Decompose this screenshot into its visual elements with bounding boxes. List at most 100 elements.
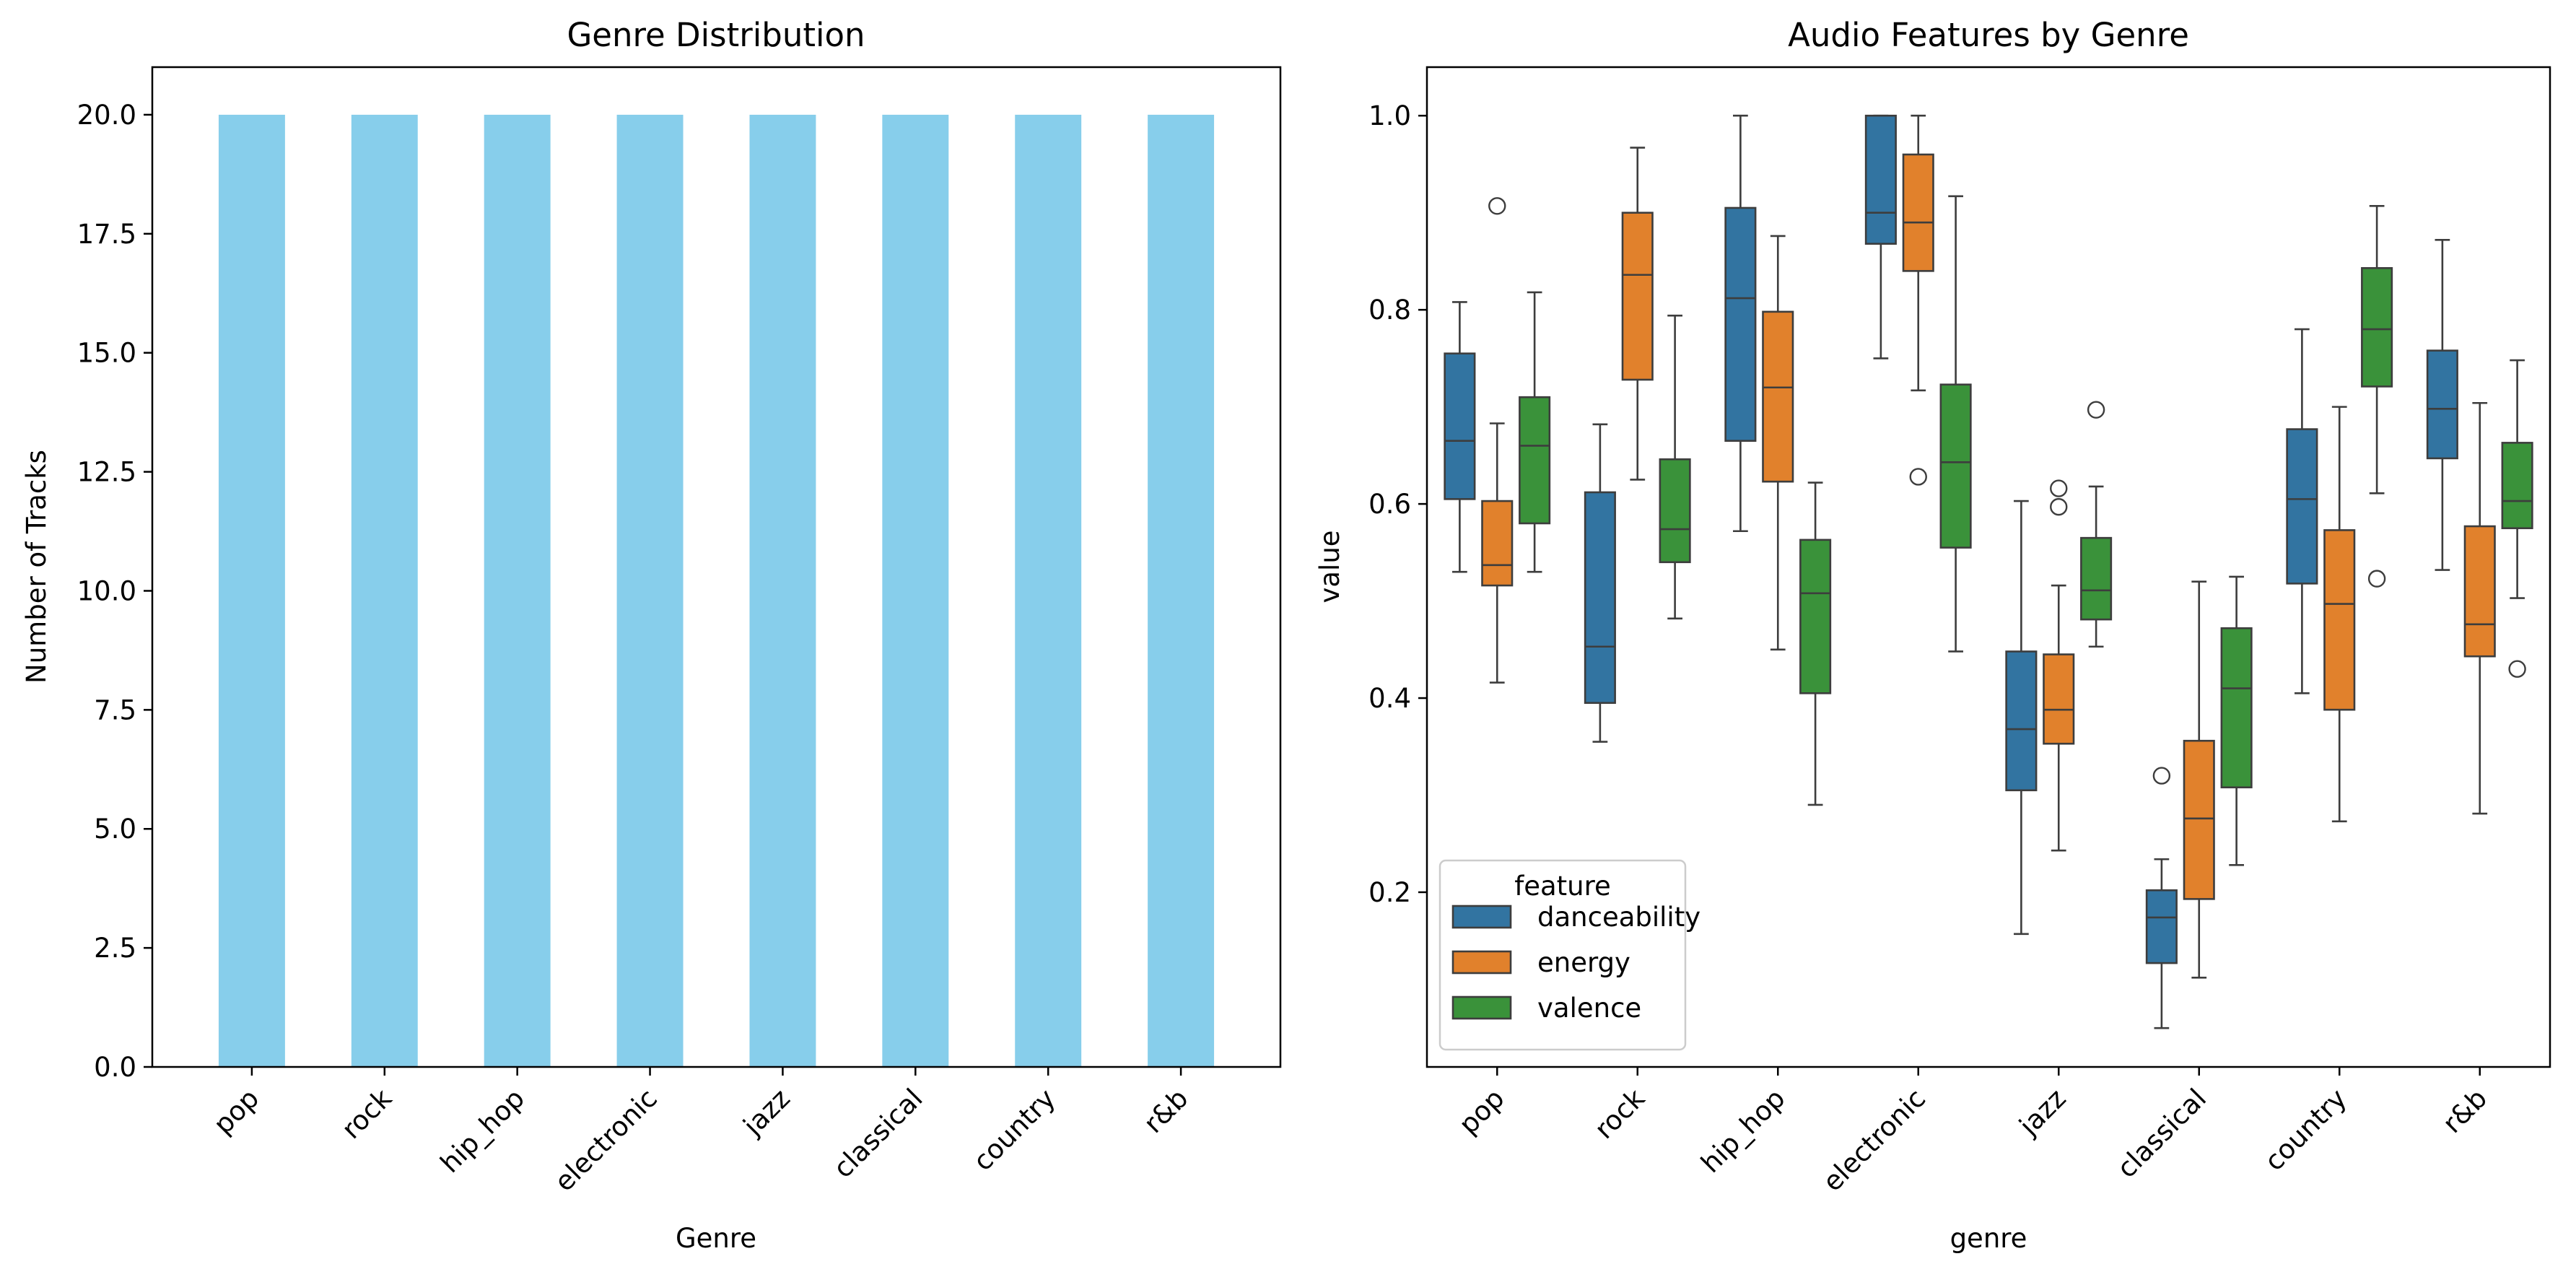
box-iqr	[2043, 653, 2075, 745]
box-iqr	[2323, 529, 2356, 711]
audio-features-title: Audio Features by Genre	[1788, 16, 2189, 54]
box-r-b-energy	[2463, 401, 2496, 815]
box-iqr	[1444, 352, 1476, 500]
box-electronic-danceability	[1864, 114, 1897, 359]
box-iqr	[2501, 442, 2533, 530]
box-pop-danceability	[1444, 301, 1476, 573]
bar-electronic	[616, 114, 684, 1067]
legend-swatch-valence	[1451, 995, 1512, 1020]
box-country-energy	[2323, 406, 2356, 823]
box-hip-hop-danceability	[1724, 114, 1757, 533]
audio-features-x-ticks: pop rock hip_hop electronic jazz classical cou…	[1453, 1067, 2493, 1198]
audio-features-plot-frame	[1425, 66, 2551, 1068]
box-electronic-valence	[1939, 195, 1972, 653]
box-iqr	[1902, 153, 1934, 272]
x-tick-label: pop	[208, 1083, 266, 1141]
legend-label-valence: valence	[1537, 993, 1641, 1024]
genre-distribution-plot-frame	[151, 66, 1282, 1068]
box-country-danceability	[2286, 328, 2318, 694]
box-iqr	[2220, 627, 2253, 789]
x-tick-label: classical	[2111, 1083, 2212, 1184]
y-tick-label: 1.0	[1368, 100, 1411, 131]
x-tick-label: hip_hop	[1695, 1083, 1791, 1179]
audio-features-y-axis-label: value	[1314, 530, 1345, 603]
x-tick-label: hip_hop	[435, 1083, 531, 1179]
box-iqr	[2080, 536, 2113, 621]
x-tick-label: country	[967, 1083, 1061, 1177]
x-tick-label: electronic	[549, 1083, 663, 1198]
box-hip-hop-energy	[1762, 235, 1794, 651]
y-tick-label: 0.0	[94, 1052, 136, 1083]
box-iqr	[2183, 739, 2215, 900]
legend-items: danceability energy valence	[1451, 902, 1700, 1024]
box-electronic-energy	[1902, 114, 1934, 486]
y-tick-label: 0.2	[1368, 877, 1411, 908]
outlier-point	[2367, 570, 2386, 588]
bar-pop	[218, 114, 285, 1067]
legend-swatch-danceability	[1451, 905, 1512, 929]
box-iqr	[1584, 491, 1616, 705]
legend-title: feature	[1514, 871, 1611, 902]
box-r-b-danceability	[2426, 239, 2458, 571]
outlier-point	[2152, 767, 2171, 785]
box-classical-danceability	[2145, 767, 2178, 1029]
box-classical-energy	[2183, 580, 2215, 979]
legend-label-energy: energy	[1537, 947, 1630, 978]
genre-distribution-chart: Genre Distribution 0.0 2.5 5.0 7.5 10.0 12.5 1…	[21, 16, 1282, 1254]
genre-distribution-title: Genre Distribution	[567, 16, 865, 54]
y-tick-label: 5.0	[94, 814, 136, 845]
y-tick-label: 0.8	[1368, 295, 1411, 326]
box-iqr	[1481, 500, 1514, 587]
y-tick-label: 15.0	[77, 338, 136, 369]
audio-features-boxes	[1444, 114, 2533, 1029]
outlier-point	[2050, 497, 2068, 516]
genre-distribution-bars	[218, 114, 1215, 1067]
legend-swatch-energy	[1451, 950, 1512, 975]
y-tick-label: 20.0	[77, 100, 136, 131]
genre-distribution-x-ticks: pop rock hip_hop electronic jazz classical cou…	[208, 1067, 1194, 1198]
box-iqr	[2463, 525, 2496, 658]
box-rock-danceability	[1584, 423, 1616, 743]
box-iqr	[2361, 267, 2393, 388]
box-iqr	[1762, 310, 1794, 483]
box-iqr	[2286, 428, 2318, 585]
y-tick-label: 17.5	[77, 219, 136, 250]
box-classical-valence	[2220, 575, 2253, 866]
bar-country	[1015, 114, 1082, 1067]
y-tick-label: 0.6	[1368, 489, 1411, 520]
box-iqr	[2145, 889, 2178, 964]
box-iqr	[1519, 396, 1551, 525]
y-tick-label: 12.5	[77, 457, 136, 488]
box-country-valence	[2361, 204, 2393, 588]
genre-distribution-y-axis-label: Number of Tracks	[21, 450, 52, 684]
genre-distribution-x-axis-label: Genre	[676, 1223, 756, 1254]
box-pop-energy	[1481, 197, 1514, 684]
x-tick-label: classical	[827, 1083, 928, 1184]
box-jazz-valence	[2080, 401, 2113, 648]
outlier-point	[2050, 479, 2068, 497]
x-tick-label: rock	[336, 1083, 398, 1146]
outlier-point	[2508, 660, 2526, 678]
outlier-point	[2087, 401, 2105, 419]
box-rock-valence	[1659, 314, 1691, 620]
audio-features-x-axis-label: genre	[1950, 1223, 2027, 1254]
bar-jazz	[749, 114, 816, 1067]
x-tick-label: r&b	[2437, 1083, 2493, 1139]
box-iqr	[1659, 458, 1691, 564]
box-iqr	[2005, 650, 2038, 792]
box-rock-energy	[1621, 147, 1654, 481]
box-hip-hop-valence	[1799, 481, 1832, 806]
outlier-point	[1909, 468, 1927, 486]
x-tick-label: jazz	[2013, 1083, 2072, 1142]
x-tick-label: country	[2258, 1083, 2352, 1177]
box-jazz-energy	[2043, 479, 2075, 852]
box-jazz-danceability	[2005, 500, 2038, 936]
bar-classical	[882, 114, 949, 1067]
box-iqr	[1724, 206, 1757, 442]
y-tick-label: 7.5	[94, 694, 136, 725]
audio-features-legend: feature danceability energy valence	[1438, 859, 1700, 1051]
y-tick-label: 10.0	[77, 575, 136, 606]
y-tick-label: 2.5	[94, 933, 136, 964]
bar-hip-hop	[484, 114, 551, 1067]
